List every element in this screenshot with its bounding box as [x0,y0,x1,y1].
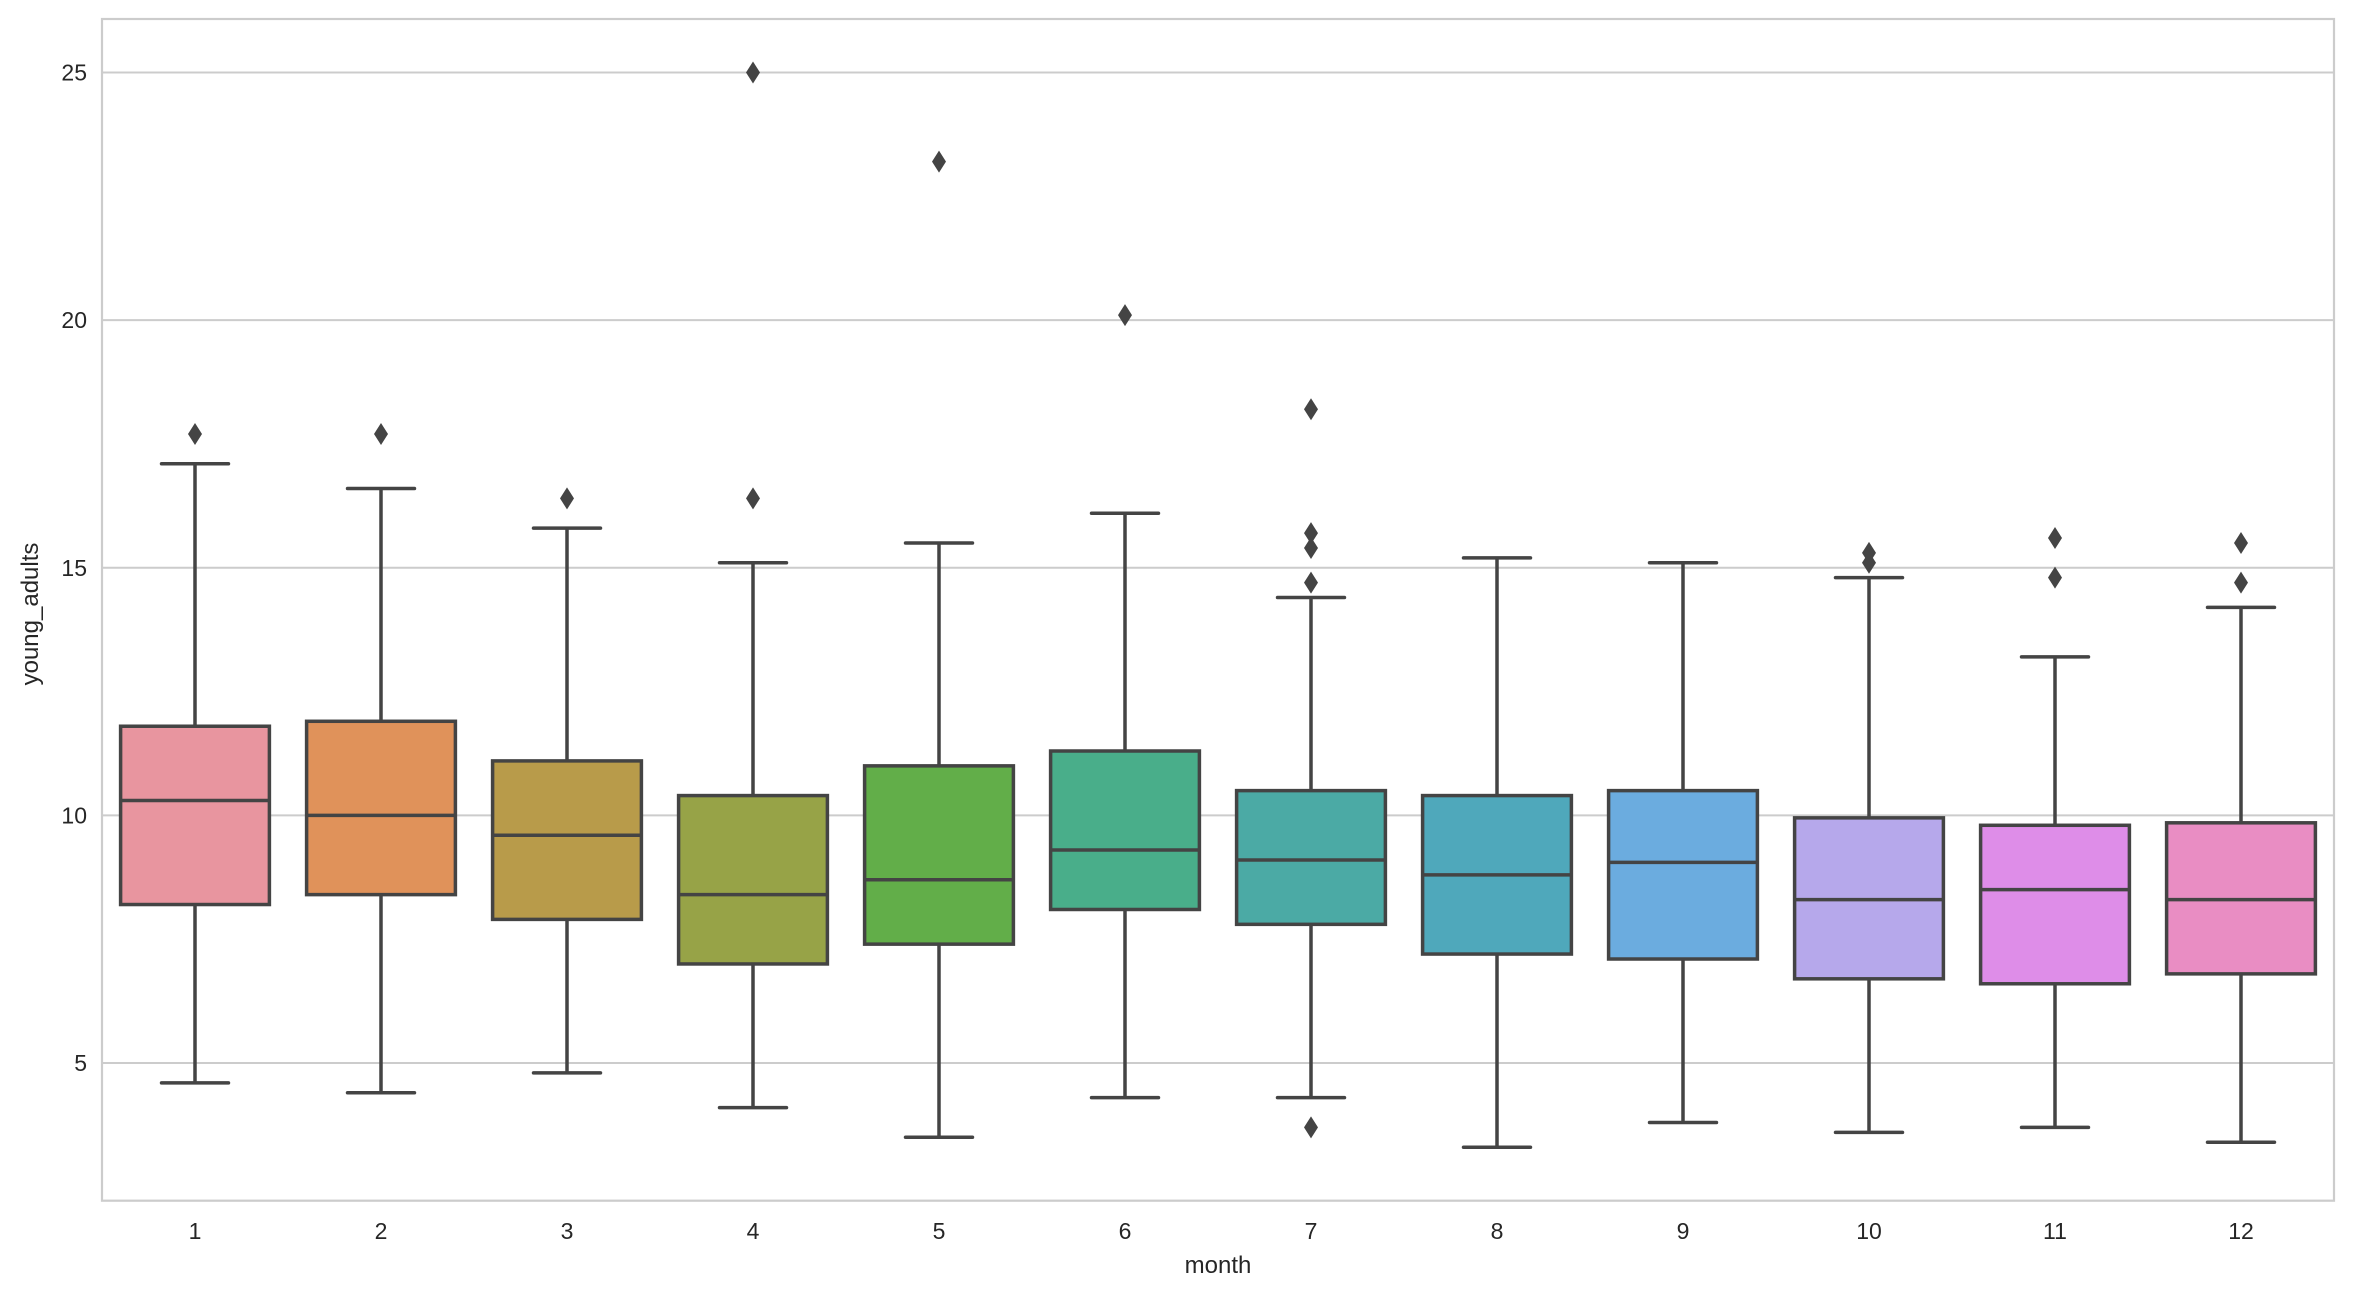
y-axis-label: young_adults [17,543,44,686]
iqr-box [490,759,644,922]
y-tick-label: 25 [61,59,87,85]
outlier-point [2048,566,2062,589]
y-axis-ticks: 5 10 15 20 25 [61,59,87,1076]
box-month-5 [862,150,1016,1140]
outlier-point [1304,571,1318,594]
box-month-2 [304,423,458,1095]
iqr-box [1234,788,1388,927]
box-month-8 [1420,556,1574,1149]
x-tick-label: 6 [1119,1218,1132,1244]
outlier-point [1304,1116,1318,1139]
box-month-7 [1234,398,1388,1139]
box-month-6 [1048,304,1202,1100]
outlier-point [1304,398,1318,421]
iqr-box [118,724,272,907]
outlier-point [2048,527,2062,550]
x-tick-label: 8 [1491,1218,1504,1244]
iqr-box [1048,749,1202,912]
iqr-box [304,719,458,897]
outlier-point [1862,551,1876,574]
outlier-point [560,487,574,510]
x-tick-label: 10 [1856,1218,1882,1244]
plot-frame [100,17,2336,1202]
iqr-box [1606,788,1760,961]
y-tick-label: 15 [61,555,87,581]
boxes [118,61,2318,1149]
x-tick-label: 3 [561,1218,574,1244]
x-tick-label: 2 [375,1218,388,1244]
box-month-1 [118,423,272,1085]
x-tick-label: 5 [933,1218,946,1244]
iqr-box [676,793,830,966]
box-month-12 [2164,531,2318,1145]
x-tick-label: 4 [747,1218,760,1244]
x-tick-label: 1 [189,1218,202,1244]
box-month-9 [1606,561,1760,1125]
x-tick-label: 12 [2228,1218,2254,1244]
outlier-point [1304,536,1318,559]
box-month-3 [490,487,644,1075]
outlier-point [932,150,946,173]
outlier-point [188,423,202,446]
box-month-10 [1792,541,1946,1135]
iqr-box [1978,823,2132,986]
outlier-point [1118,304,1132,327]
outlier-point [746,487,760,510]
y-tick-label: 20 [61,307,87,333]
outlier-point [2234,531,2248,554]
x-axis-ticks: 1 2 3 4 5 6 7 8 9 10 11 12 [189,1218,2254,1244]
outlier-point [374,423,388,446]
y-tick-label: 5 [74,1050,87,1076]
outlier-point [1304,522,1318,545]
outlier-point [746,61,760,84]
outlier-point [2234,571,2248,594]
iqr-box [862,764,1016,946]
gridlines [102,71,2334,1065]
box-month-4 [676,61,830,1110]
box-month-11 [1978,527,2132,1130]
y-tick-label: 10 [61,802,87,828]
x-tick-label: 7 [1305,1218,1318,1244]
x-tick-label: 11 [2043,1218,2067,1244]
x-axis-label: month [1185,1252,1252,1279]
x-tick-label: 9 [1677,1218,1690,1244]
